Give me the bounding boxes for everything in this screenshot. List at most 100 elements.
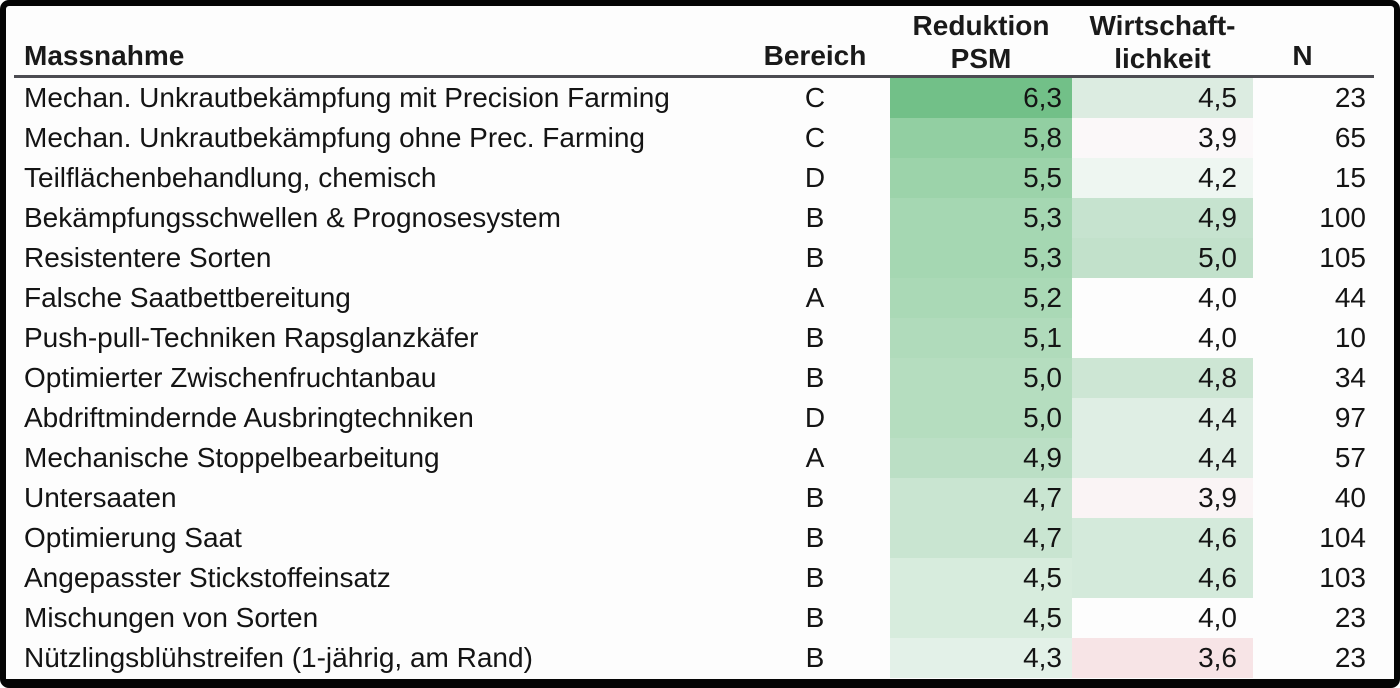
bereich-cell: B	[805, 322, 825, 353]
massnahme-cell: Mechan. Unkrautbekämpfung mit Precision …	[24, 82, 670, 113]
table-row: Teilflächenbehandlung, chemisch D 5,5 4,2 15	[6, 158, 1394, 198]
table-row: Resistentere Sorten B 5,3 5,0 105	[6, 238, 1394, 278]
massnahme-cell: Untersaaten	[24, 482, 177, 513]
n-cell: 104	[1319, 522, 1366, 553]
bereich-cell: B	[805, 642, 825, 673]
bereich-cell: A	[805, 442, 825, 473]
wirtschaftlichkeit-cell: 4,0	[1072, 318, 1253, 358]
massnahme-cell: Teilflächenbehandlung, chemisch	[24, 162, 437, 193]
bereich-cell: B	[805, 602, 825, 633]
bereich-cell: A	[805, 282, 825, 313]
header-wirtschaft-line1: Wirtschaft-	[1089, 10, 1236, 41]
reduktion-psm-cell: 5,8	[890, 118, 1072, 158]
table-row: Mischungen von Sorten B 4,5 4,0 23	[6, 598, 1394, 638]
reduktion-psm-cell: 4,5	[890, 558, 1072, 598]
wirtschaftlichkeit-cell: 4,5	[1072, 78, 1253, 118]
massnahme-cell: Angepasster Stickstoffeinsatz	[24, 562, 391, 593]
table-row: Angepasster Stickstoffeinsatz B 4,5 4,6 103	[6, 558, 1394, 598]
n-cell: 44	[1334, 282, 1366, 313]
bereich-cell: D	[804, 162, 826, 193]
wirtschaftlichkeit-cell: 4,4	[1072, 398, 1253, 438]
table-row: Abdriftmindernde Ausbringtechniken D 5,0 4,…	[6, 398, 1394, 438]
table-row: Optimierung Saat B 4,7 4,6 104	[6, 518, 1394, 558]
table-row: Untersaaten B 4,7 3,9 40	[6, 478, 1394, 518]
bereich-cell: C	[804, 82, 826, 113]
bereich-cell: B	[805, 522, 825, 553]
table-row: Mechan. Unkrautbekämpfung mit Precision …	[6, 78, 1394, 118]
table-row: Falsche Saatbettbereitung A 5,2 4,0 44	[6, 278, 1394, 318]
n-cell: 40	[1334, 482, 1366, 513]
n-cell: 23	[1334, 642, 1366, 673]
massnahme-cell: Optimierter Zwischenfruchtanbau	[24, 362, 437, 393]
table-row: Mechan. Unkrautbekämpfung ohne Prec. Far…	[6, 118, 1394, 158]
bereich-cell: B	[805, 562, 825, 593]
n-cell: 57	[1334, 442, 1366, 473]
header-n: N	[1292, 40, 1313, 71]
bereich-cell: C	[804, 122, 826, 153]
wirtschaftlichkeit-cell: 4,0	[1072, 598, 1253, 638]
reduktion-psm-cell: 5,5	[890, 158, 1072, 198]
n-cell: 15	[1334, 162, 1366, 193]
reduktion-psm-cell: 4,5	[890, 598, 1072, 638]
massnahme-cell: Resistentere Sorten	[24, 242, 272, 273]
massnahme-cell: Falsche Saatbettbereitung	[24, 282, 351, 313]
header-massnahme: Massnahme	[24, 40, 185, 71]
reduktion-psm-cell: 4,7	[890, 518, 1072, 558]
bereich-cell: B	[805, 362, 825, 393]
massnahme-cell: Optimierung Saat	[24, 522, 242, 553]
reduktion-psm-cell: 4,9	[890, 438, 1072, 478]
reduktion-psm-cell: 5,3	[890, 198, 1072, 238]
n-cell: 97	[1334, 402, 1366, 433]
bereich-cell: D	[804, 402, 826, 433]
n-cell: 100	[1319, 202, 1366, 233]
n-cell: 105	[1319, 242, 1366, 273]
massnahme-cell: Abdriftmindernde Ausbringtechniken	[24, 402, 474, 433]
header-wirtschaftlichkeit: Wirtschaft- lichkeit	[1072, 6, 1253, 75]
reduktion-psm-cell: 6,3	[890, 78, 1072, 118]
wirtschaftlichkeit-cell: 3,6	[1072, 638, 1253, 678]
reduktion-psm-cell: 4,7	[890, 478, 1072, 518]
wirtschaftlichkeit-cell: 4,8	[1072, 358, 1253, 398]
massnahme-cell: Mechan. Unkrautbekämpfung ohne Prec. Far…	[24, 122, 645, 153]
massnahme-cell: Mechanische Stoppelbearbeitung	[24, 442, 440, 473]
bereich-cell: B	[805, 242, 825, 273]
reduktion-psm-cell: 4,3	[890, 638, 1072, 678]
wirtschaftlichkeit-cell: 4,2	[1072, 158, 1253, 198]
massnahme-cell: Bekämpfungsschwellen & Prognosesystem	[24, 202, 561, 233]
header-reduktion-psm: Reduktion PSM	[890, 6, 1072, 75]
table-body: Mechan. Unkrautbekämpfung mit Precision …	[6, 78, 1394, 678]
n-cell: 65	[1334, 122, 1366, 153]
reduktion-psm-cell: 5,2	[890, 278, 1072, 318]
header-reduktion-line2: PSM	[950, 43, 1012, 74]
wirtschaftlichkeit-cell: 3,9	[1072, 478, 1253, 518]
bereich-cell: B	[805, 482, 825, 513]
wirtschaftlichkeit-cell: 4,6	[1072, 558, 1253, 598]
table-row: Mechanische Stoppelbearbeitung A 4,9 4,4 57	[6, 438, 1394, 478]
table-row: Optimierter Zwischenfruchtanbau B 5,0 4,8 34	[6, 358, 1394, 398]
wirtschaftlichkeit-cell: 4,4	[1072, 438, 1253, 478]
n-cell: 10	[1334, 322, 1366, 353]
header-underline	[14, 75, 1374, 78]
reduktion-psm-cell: 5,1	[890, 318, 1072, 358]
n-cell: 103	[1319, 562, 1366, 593]
table-row: Bekämpfungsschwellen & Prognosesystem B 5,…	[6, 198, 1394, 238]
massnahme-cell: Push-pull-Techniken Rapsglanzkäfer	[24, 322, 479, 353]
wirtschaftlichkeit-cell: 3,9	[1072, 118, 1253, 158]
n-cell: 23	[1334, 602, 1366, 633]
header-wirtschaft-line2: lichkeit	[1114, 43, 1211, 74]
reduktion-psm-cell: 5,0	[890, 358, 1072, 398]
bereich-cell: B	[805, 202, 825, 233]
wirtschaftlichkeit-cell: 4,6	[1072, 518, 1253, 558]
table-header-row: Massnahme Bereich Reduktion PSM Wirtscha…	[6, 6, 1394, 75]
wirtschaftlichkeit-cell: 4,9	[1072, 198, 1253, 238]
wirtschaftlichkeit-cell: 5,0	[1072, 238, 1253, 278]
n-cell: 34	[1334, 362, 1366, 393]
reduktion-psm-cell: 5,3	[890, 238, 1072, 278]
header-reduktion-line1: Reduktion	[912, 10, 1050, 41]
n-cell: 23	[1334, 82, 1366, 113]
massnahme-cell: Nützlingsblühstreifen (1-jährig, am Rand…	[24, 642, 533, 673]
reduktion-psm-cell: 5,0	[890, 398, 1072, 438]
massnahme-cell: Mischungen von Sorten	[24, 602, 319, 633]
wirtschaftlichkeit-cell: 4,0	[1072, 278, 1253, 318]
